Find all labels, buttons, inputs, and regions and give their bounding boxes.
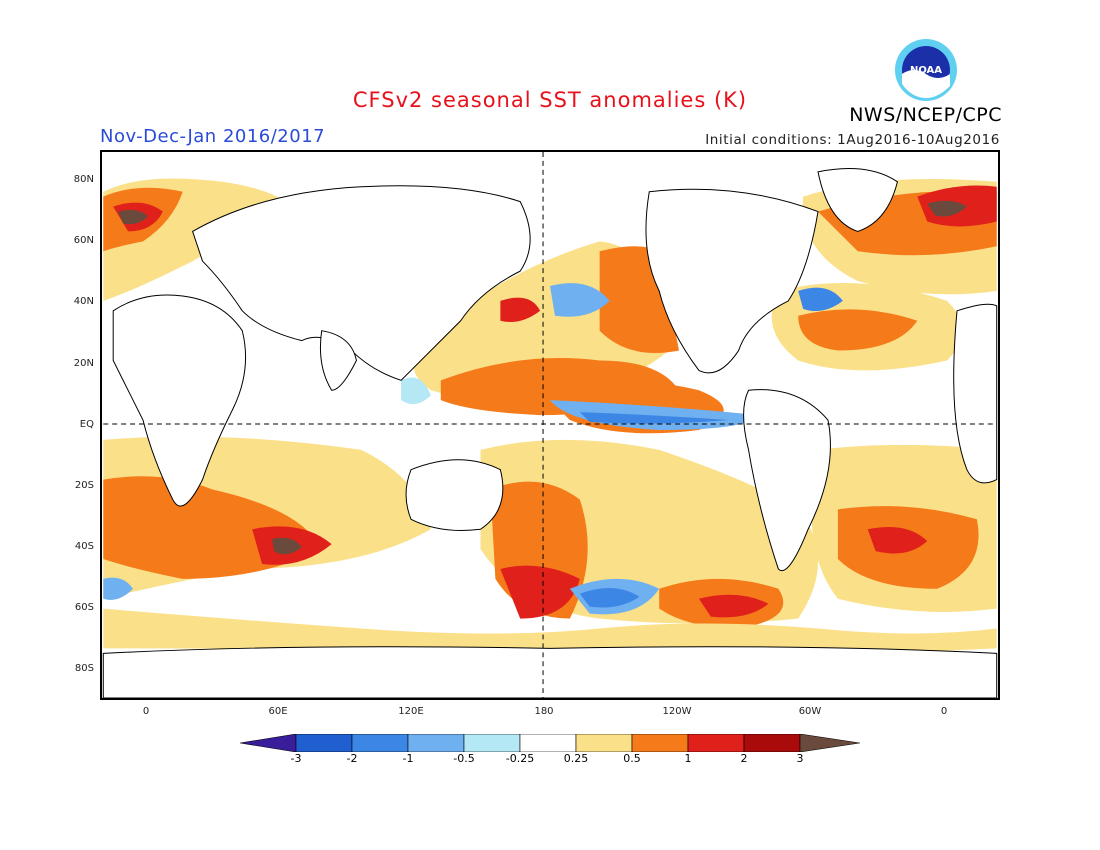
colorbar-label-minus-0-25: -0.25 bbox=[505, 752, 535, 765]
lon-label-60e: 60E bbox=[268, 706, 288, 717]
lat-label-20n: 20N bbox=[73, 358, 94, 369]
colorbar-label-minus-0-5: -0.5 bbox=[453, 752, 475, 765]
lat-label-eq: EQ bbox=[79, 419, 94, 430]
initial-conditions: Initial conditions: 1Aug2016-10Aug2016 bbox=[705, 132, 1000, 148]
forecast-period: Nov-Dec-Jan 2016/2017 bbox=[100, 126, 326, 147]
cool-anomaly-layer bbox=[103, 283, 843, 615]
noaa-logo-text: NOAA bbox=[910, 65, 942, 76]
lon-label-0-right: 0 bbox=[940, 706, 948, 717]
colorbar-label-minus-2: -2 bbox=[346, 752, 358, 765]
colorbar-label-0-5: 0.5 bbox=[623, 752, 641, 765]
lon-label-0-left: 0 bbox=[142, 706, 150, 717]
colorbar-segment-2-3 bbox=[743, 734, 801, 752]
colorbar-label-3: 3 bbox=[796, 752, 804, 765]
lat-label-40n: 40N bbox=[73, 296, 94, 307]
lat-label-80n: 80N bbox=[73, 174, 94, 185]
colorbar-label-1: 1 bbox=[684, 752, 692, 765]
colorbar-segment-1-2 bbox=[687, 734, 745, 752]
colorbar-label-minus-3: -3 bbox=[290, 752, 302, 765]
chart-title: CFSv2 seasonal SST anomalies (K) bbox=[352, 88, 748, 112]
colorbar-label-2: 2 bbox=[740, 752, 748, 765]
colorbar-segment-2-1 bbox=[351, 734, 409, 752]
lat-label-20s: 20S bbox=[74, 480, 94, 491]
colorbar-segment-3-2 bbox=[295, 734, 353, 752]
colorbar-segment-05-025 bbox=[463, 734, 521, 752]
colorbar-segment-neutral bbox=[519, 734, 577, 752]
lon-label-120w: 120W bbox=[662, 706, 692, 717]
map-canvas bbox=[102, 152, 998, 698]
lat-label-60s: 60S bbox=[74, 602, 94, 613]
lat-label-60n: 60N bbox=[73, 235, 94, 246]
lon-label-60w: 60W bbox=[798, 706, 822, 717]
colorbar-segment-lt-3 bbox=[240, 734, 297, 752]
colorbar-segment-05-1 bbox=[631, 734, 689, 752]
noaa-logo: NOAA bbox=[895, 39, 957, 101]
colorbar-segment-gt-3 bbox=[799, 734, 860, 752]
lon-label-180: 180 bbox=[534, 706, 554, 717]
colorbar-segment-1-05 bbox=[407, 734, 465, 752]
colorbar-label-minus-1: -1 bbox=[402, 752, 414, 765]
land-layer bbox=[102, 168, 998, 698]
colorbar bbox=[240, 734, 860, 752]
lat-label-80s: 80S bbox=[74, 663, 94, 674]
sst-anomaly-map bbox=[100, 150, 1000, 700]
warm-anomaly-layer bbox=[103, 178, 997, 655]
lon-label-120e: 120E bbox=[398, 706, 424, 717]
colorbar-label-0-25: 0.25 bbox=[563, 752, 589, 765]
lat-label-40s: 40S bbox=[74, 541, 94, 552]
agency-label: NWS/NCEP/CPC bbox=[849, 104, 1002, 126]
colorbar-segment-025-05 bbox=[575, 734, 633, 752]
